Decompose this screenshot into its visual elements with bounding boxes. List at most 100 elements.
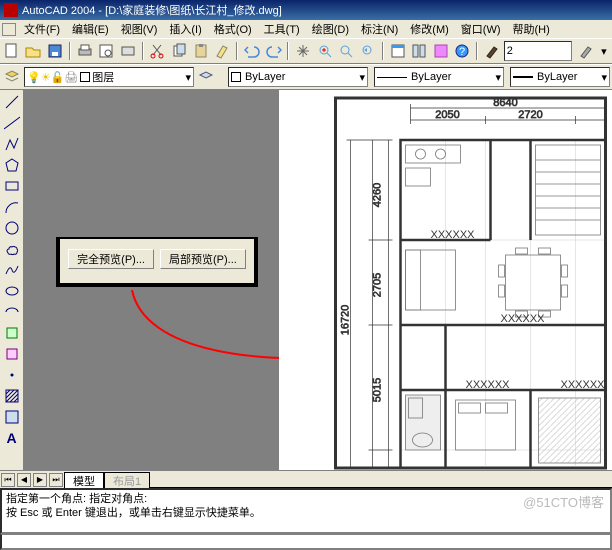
dim-top-2: 2720 bbox=[518, 109, 542, 121]
preview-popup: 完全预览(P)... 局部预览(P)... bbox=[56, 237, 258, 287]
line-icon[interactable] bbox=[2, 92, 22, 112]
svg-text:XXXXXX: XXXXXX bbox=[466, 379, 511, 391]
match-icon[interactable] bbox=[212, 41, 232, 61]
tab-model[interactable]: 模型 bbox=[64, 472, 104, 488]
pline-icon[interactable] bbox=[2, 134, 22, 154]
menu-format[interactable]: 格式(O) bbox=[208, 21, 258, 37]
svg-text:XXXXXX: XXXXXX bbox=[561, 379, 606, 391]
region-icon[interactable] bbox=[2, 407, 22, 427]
zoom-rt-icon[interactable] bbox=[315, 41, 335, 61]
layer-mgr-icon[interactable] bbox=[2, 67, 22, 87]
lineweight-value: 2 bbox=[507, 45, 513, 57]
mtext-icon[interactable]: A bbox=[2, 428, 22, 448]
command-history: 指定第一个角点: 指定对角点: 按 Esc 或 Enter 键退出，或单击右键显… bbox=[0, 488, 612, 534]
main-area: A 完全预览(P)... 局部预览(P)... 8640 bbox=[0, 90, 612, 470]
linetype-value: ByLayer bbox=[411, 71, 451, 83]
menu-bar: 文件(F) 编辑(E) 视图(V) 插入(I) 格式(O) 工具(T) 绘图(D… bbox=[0, 20, 612, 38]
preview-icon[interactable] bbox=[96, 41, 116, 61]
pan-icon[interactable] bbox=[293, 41, 313, 61]
dim-top-total: 8640 bbox=[493, 97, 517, 109]
tpalette-icon[interactable] bbox=[431, 41, 451, 61]
hatch-icon[interactable] bbox=[2, 386, 22, 406]
save-icon[interactable] bbox=[45, 41, 65, 61]
tab-layout1[interactable]: 布局1 bbox=[104, 472, 150, 488]
layer-toolbar: 💡☀🔓🖨 图层 ▾ ByLayer▾ ByLayer▾ ByLayer▾ bbox=[0, 64, 612, 90]
standard-toolbar: ? 2 ▾ bbox=[0, 38, 612, 64]
full-preview-button[interactable]: 完全预览(P)... bbox=[68, 249, 154, 269]
layout-tabs: ⏮ ◀ ▶ ⏭ 模型 布局1 bbox=[0, 470, 612, 488]
menu-edit[interactable]: 编辑(E) bbox=[66, 21, 115, 37]
tab-last-icon[interactable]: ⏭ bbox=[49, 473, 63, 487]
point-icon[interactable] bbox=[2, 365, 22, 385]
cmd-line-2: 按 Esc 或 Enter 键退出，或单击右键显示快捷菜单。 bbox=[6, 506, 606, 520]
print-icon[interactable] bbox=[75, 41, 95, 61]
redo-icon[interactable] bbox=[264, 41, 284, 61]
menu-window[interactable]: 窗口(W) bbox=[455, 21, 507, 37]
layer-prev-icon[interactable] bbox=[196, 67, 216, 87]
dim-left-1: 4260 bbox=[372, 183, 384, 207]
menu-view[interactable]: 视图(V) bbox=[115, 21, 164, 37]
polygon-icon[interactable] bbox=[2, 155, 22, 175]
watermark: @51CTO博客 bbox=[523, 492, 604, 511]
tab-first-icon[interactable]: ⏮ bbox=[1, 473, 15, 487]
layer-combo[interactable]: 💡☀🔓🖨 图层 ▾ bbox=[24, 67, 194, 87]
color-combo[interactable]: ByLayer▾ bbox=[228, 67, 368, 87]
lineweight-input[interactable]: 2 bbox=[504, 41, 573, 61]
draw-toolbar: A bbox=[0, 90, 24, 470]
zoom-win-icon[interactable] bbox=[337, 41, 357, 61]
style-dropdown-icon[interactable]: ▾ bbox=[598, 41, 610, 61]
help-icon[interactable]: ? bbox=[453, 41, 473, 61]
tab-prev-icon[interactable]: ◀ bbox=[17, 473, 31, 487]
publish-icon[interactable] bbox=[118, 41, 138, 61]
circle-icon[interactable] bbox=[2, 218, 22, 238]
zoom-prev-icon[interactable] bbox=[358, 41, 378, 61]
model-viewport[interactable]: 8640 2050 2720 16720 42 bbox=[279, 90, 612, 470]
cut-icon[interactable] bbox=[148, 41, 168, 61]
open-icon[interactable] bbox=[24, 41, 44, 61]
menu-tools[interactable]: 工具(T) bbox=[258, 21, 306, 37]
spline-icon[interactable] bbox=[2, 260, 22, 280]
ellipse-icon[interactable] bbox=[2, 281, 22, 301]
menu-help[interactable]: 帮助(H) bbox=[507, 21, 556, 37]
app-icon bbox=[4, 3, 18, 17]
layer-name: 图层 bbox=[92, 69, 114, 85]
canvas[interactable]: 完全预览(P)... 局部预览(P)... 8640 bbox=[24, 90, 612, 470]
title-bar: AutoCAD 2004 - [D:\家庭装修\图纸\长江村_修改.dwg] bbox=[0, 0, 612, 20]
insert-block-icon[interactable] bbox=[2, 323, 22, 343]
arc-icon[interactable] bbox=[2, 197, 22, 217]
dim-top-1: 2050 bbox=[435, 109, 459, 121]
props-icon[interactable] bbox=[388, 41, 408, 61]
make-block-icon[interactable] bbox=[2, 344, 22, 364]
command-input[interactable] bbox=[0, 534, 612, 550]
dim-left-total: 16720 bbox=[340, 305, 352, 336]
svg-text:XXXXXX: XXXXXX bbox=[431, 229, 476, 241]
svg-text:XXXXXX: XXXXXX bbox=[501, 313, 546, 325]
brush-icon[interactable] bbox=[482, 41, 502, 61]
menu-file[interactable]: 文件(F) bbox=[18, 21, 66, 37]
new-icon[interactable] bbox=[2, 41, 22, 61]
paste-icon[interactable] bbox=[191, 41, 211, 61]
ellipse-arc-icon[interactable] bbox=[2, 302, 22, 322]
revcloud-icon[interactable] bbox=[2, 239, 22, 259]
xline-icon[interactable] bbox=[2, 113, 22, 133]
dcenter-icon[interactable] bbox=[409, 41, 429, 61]
title-text: AutoCAD 2004 - [D:\家庭装修\图纸\长江村_修改.dwg] bbox=[22, 2, 282, 18]
lweight-combo[interactable]: ByLayer▾ bbox=[510, 67, 610, 87]
undo-icon[interactable] bbox=[242, 41, 262, 61]
dim-left-2: 2705 bbox=[372, 273, 384, 297]
partial-preview-button[interactable]: 局部预览(P)... bbox=[160, 249, 246, 269]
menu-insert[interactable]: 插入(I) bbox=[163, 21, 207, 37]
cmd-line-1: 指定第一个角点: 指定对角点: bbox=[6, 492, 606, 506]
menu-dim[interactable]: 标注(N) bbox=[355, 21, 404, 37]
menu-modify[interactable]: 修改(M) bbox=[404, 21, 455, 37]
svg-text:?: ? bbox=[459, 46, 465, 58]
copy-icon[interactable] bbox=[169, 41, 189, 61]
mdi-icon bbox=[2, 23, 16, 36]
tab-next-icon[interactable]: ▶ bbox=[33, 473, 47, 487]
menu-draw[interactable]: 绘图(D) bbox=[306, 21, 355, 37]
linetype-combo[interactable]: ByLayer▾ bbox=[374, 67, 504, 87]
style-brush-icon[interactable] bbox=[576, 41, 596, 61]
dim-left-3: 5015 bbox=[372, 378, 384, 402]
rect-icon[interactable] bbox=[2, 176, 22, 196]
color-value: ByLayer bbox=[245, 71, 285, 83]
